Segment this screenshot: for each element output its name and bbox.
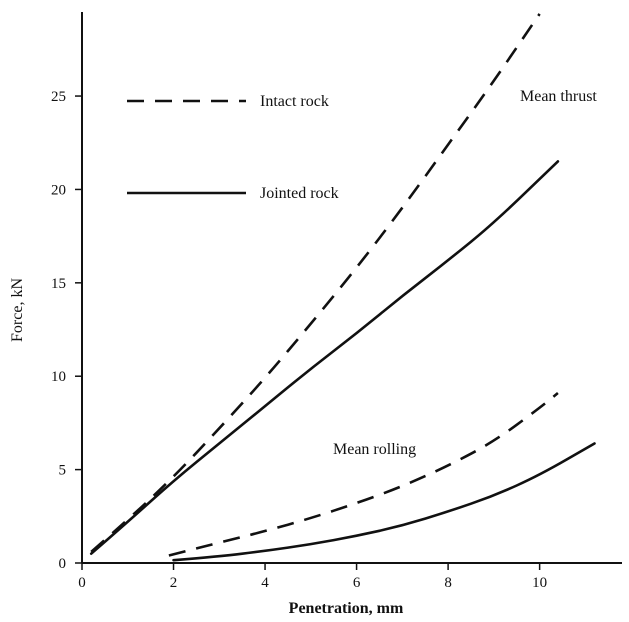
series-line-mean-rolling-intact-rock — [168, 391, 559, 557]
annotation-mean-thrust: Mean thrust — [520, 88, 597, 105]
annotation-mean-rolling: Mean rolling — [333, 441, 416, 458]
y-tick-label: 10 — [51, 369, 66, 385]
x-tick-label: 2 — [170, 575, 178, 591]
legend-label-jointed-rock: Jointed rock — [260, 185, 339, 202]
x-tick-label: 6 — [353, 575, 361, 591]
y-tick-label: 0 — [59, 556, 67, 572]
ticks: 0 2 4 6 8 10 0 5 10 15 20 25 — [51, 89, 547, 591]
series-line-mean-thrust-intact-rock — [90, 13, 541, 553]
series-line-mean-rolling-jointed-rock — [172, 442, 596, 562]
legend-label-intact-rock: Intact rock — [260, 93, 329, 110]
y-axis-label: Force, kN — [9, 278, 26, 342]
x-tick-label: 10 — [532, 575, 547, 591]
legend: Intact rock Jointed rock — [127, 93, 339, 202]
x-tick-label: 8 — [444, 575, 452, 591]
y-tick-label: 25 — [51, 89, 66, 105]
x-tick-label: 4 — [261, 575, 269, 591]
y-tick-label: 15 — [51, 276, 66, 292]
series-layer — [89, 13, 596, 562]
axes — [81, 12, 622, 564]
y-tick-label: 20 — [51, 182, 66, 198]
y-tick-label: 5 — [59, 463, 67, 479]
series-line-mean-thrust-jointed-rock — [89, 160, 560, 555]
x-axis-label: Penetration, mm — [289, 600, 404, 617]
x-tick-label: 0 — [78, 575, 86, 591]
